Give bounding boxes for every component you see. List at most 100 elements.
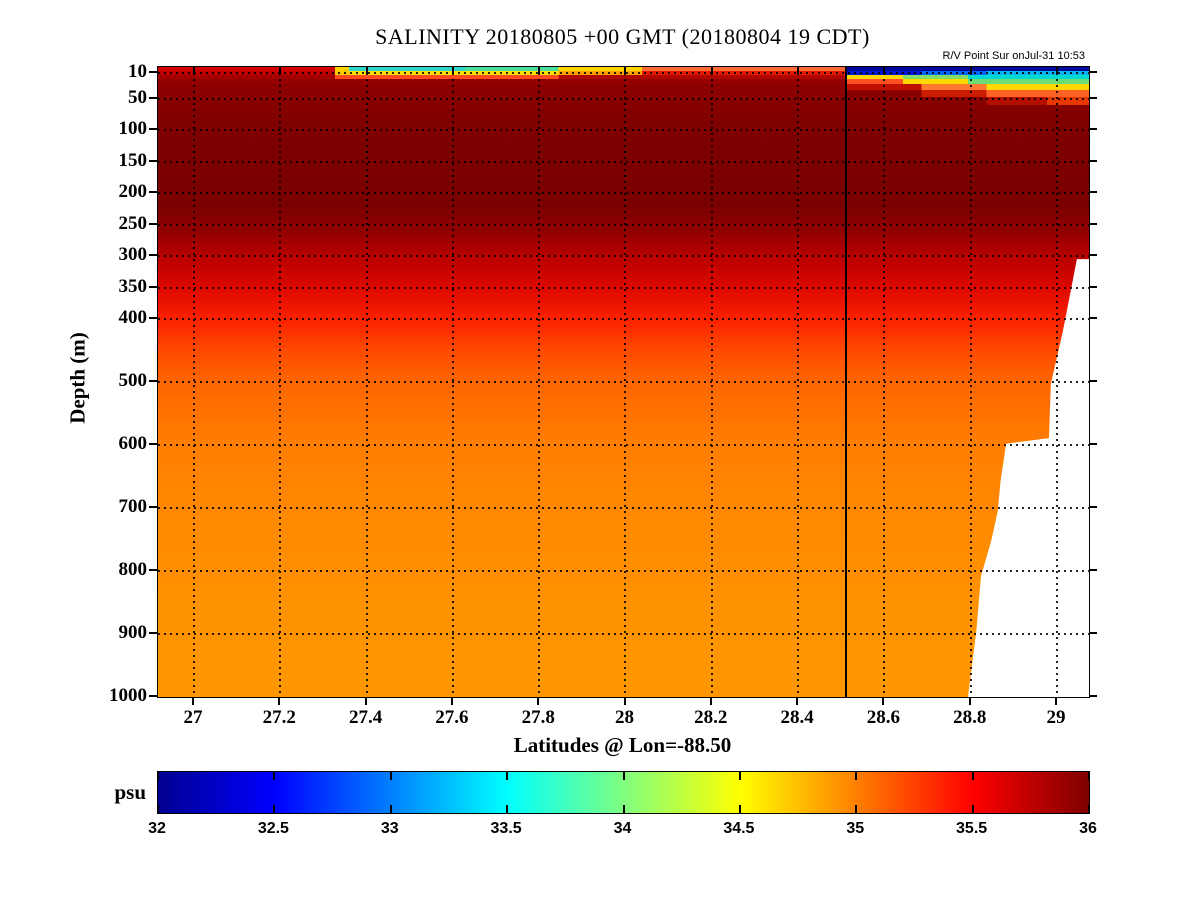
top-tick-mark <box>1055 67 1058 74</box>
y-tick-label: 400 <box>118 307 148 328</box>
top-tick-mark <box>451 67 454 74</box>
colorbar-tick-label: 32 <box>148 820 166 837</box>
top-tick-mark <box>883 67 886 74</box>
colorbar-tick-label: 34 <box>613 820 632 837</box>
x-tick-mark <box>450 698 453 705</box>
surface-strip <box>158 67 1089 71</box>
right-tick-mark <box>1090 159 1097 162</box>
colorbar-tick-mark <box>157 805 159 813</box>
colorbar-tick-label: 33 <box>380 820 399 837</box>
colorbar-tick-label: 32.5 <box>257 820 289 837</box>
colorbar-tick-mark <box>971 772 974 780</box>
x-axis-title: Latitudes @ Lon=-88.50 <box>513 733 732 757</box>
y-tick-label: 350 <box>118 275 148 297</box>
x-tick-mark <box>278 698 281 705</box>
colorbar-unit-label: psu <box>114 780 146 804</box>
grid-line-y <box>158 223 1089 226</box>
x-tick-label: 28.6 <box>866 707 901 728</box>
grid-line-y <box>158 97 1089 100</box>
right-tick-mark <box>1090 71 1097 74</box>
top-tick-mark <box>192 67 195 74</box>
x-tick-mark <box>1055 698 1057 705</box>
grid-line-y <box>158 255 1089 257</box>
right-tick-mark <box>1090 128 1097 130</box>
colorbar-tick-mark <box>506 805 509 813</box>
top-tick-mark <box>710 67 713 74</box>
grid-line-y <box>158 72 1089 75</box>
colorbar-tick-label: 35 <box>846 820 865 837</box>
x-tick-label: 28.4 <box>780 707 814 728</box>
colorbar-tick-mark <box>622 772 625 780</box>
y-tick-mark <box>149 96 157 99</box>
top-tick-mark <box>969 67 972 74</box>
y-tick-label: 200 <box>118 181 148 202</box>
x-tick-label: 27.8 <box>521 707 555 728</box>
colorbar-tick-mark <box>273 805 276 813</box>
right-tick-mark <box>1090 222 1097 225</box>
y-tick-mark <box>149 506 157 508</box>
right-tick-mark <box>1090 254 1097 256</box>
grid-line-y <box>158 129 1089 131</box>
right-tick-mark <box>1090 695 1097 697</box>
colorbar-tick-mark <box>855 805 858 813</box>
y-tick-label: 150 <box>118 149 148 171</box>
grid-line-y <box>158 318 1089 320</box>
surface-strip <box>158 75 1089 79</box>
station-marker-line <box>844 67 847 697</box>
grid-line-y <box>158 507 1089 509</box>
right-tick-mark <box>1090 632 1097 634</box>
x-tick-mark <box>623 698 626 705</box>
y-tick-mark <box>149 222 157 225</box>
right-tick-mark <box>1090 285 1097 288</box>
y-tick-label: 800 <box>118 559 148 580</box>
x-tick-label: 27.2 <box>262 707 296 728</box>
colorbar-tick-mark <box>1088 772 1090 780</box>
y-tick-mark <box>149 317 157 319</box>
x-tick-mark <box>882 698 885 705</box>
grid-line-y <box>158 633 1089 635</box>
y-tick-mark <box>149 191 157 193</box>
surface-strip <box>158 79 1089 84</box>
x-tick-mark <box>192 698 194 705</box>
colorbar-tick-mark <box>971 805 974 813</box>
right-tick-mark <box>1090 506 1097 508</box>
colorbar-tick-mark <box>738 772 741 780</box>
y-tick-mark <box>149 128 157 130</box>
x-tick-mark <box>968 698 971 705</box>
colorbar-tick-mark <box>506 772 509 780</box>
y-tick-mark <box>149 159 157 162</box>
colorbar-tick-mark <box>738 805 741 813</box>
grid-line-y <box>158 192 1089 194</box>
right-tick-mark <box>1090 443 1097 445</box>
top-tick-mark <box>279 67 282 74</box>
colorbar-tick-mark <box>273 772 276 780</box>
right-tick-mark <box>1090 96 1097 99</box>
x-tick-mark <box>364 698 367 705</box>
y-tick-label: 700 <box>118 496 148 517</box>
surface-strip <box>158 90 1089 97</box>
right-tick-mark <box>1090 569 1097 571</box>
y-tick-label: 600 <box>118 433 148 454</box>
colorbar-tick-mark <box>389 772 392 780</box>
colorbar-tick-mark <box>389 805 392 813</box>
y-tick-label: 1000 <box>109 685 147 706</box>
y-tick-mark <box>149 443 157 445</box>
grid-line-y <box>158 286 1089 289</box>
y-tick-label: 900 <box>118 622 148 643</box>
y-tick-mark <box>149 569 157 571</box>
y-tick-label: 10 <box>128 61 147 83</box>
surface-strip <box>158 84 1089 90</box>
x-tick-label: 28 <box>615 707 634 728</box>
x-tick-mark <box>709 698 712 705</box>
grid-line-y <box>158 381 1089 383</box>
y-tick-label: 250 <box>118 212 148 234</box>
top-tick-mark <box>797 67 800 74</box>
y-tick-mark <box>149 695 157 697</box>
colorbar-tick-label: 33.5 <box>490 820 522 837</box>
y-tick-mark <box>149 71 157 74</box>
top-tick-mark <box>365 67 368 74</box>
x-tick-label: 27 <box>183 707 203 728</box>
colorbar-tick-mark <box>622 805 625 813</box>
grid-line-y <box>158 570 1089 572</box>
